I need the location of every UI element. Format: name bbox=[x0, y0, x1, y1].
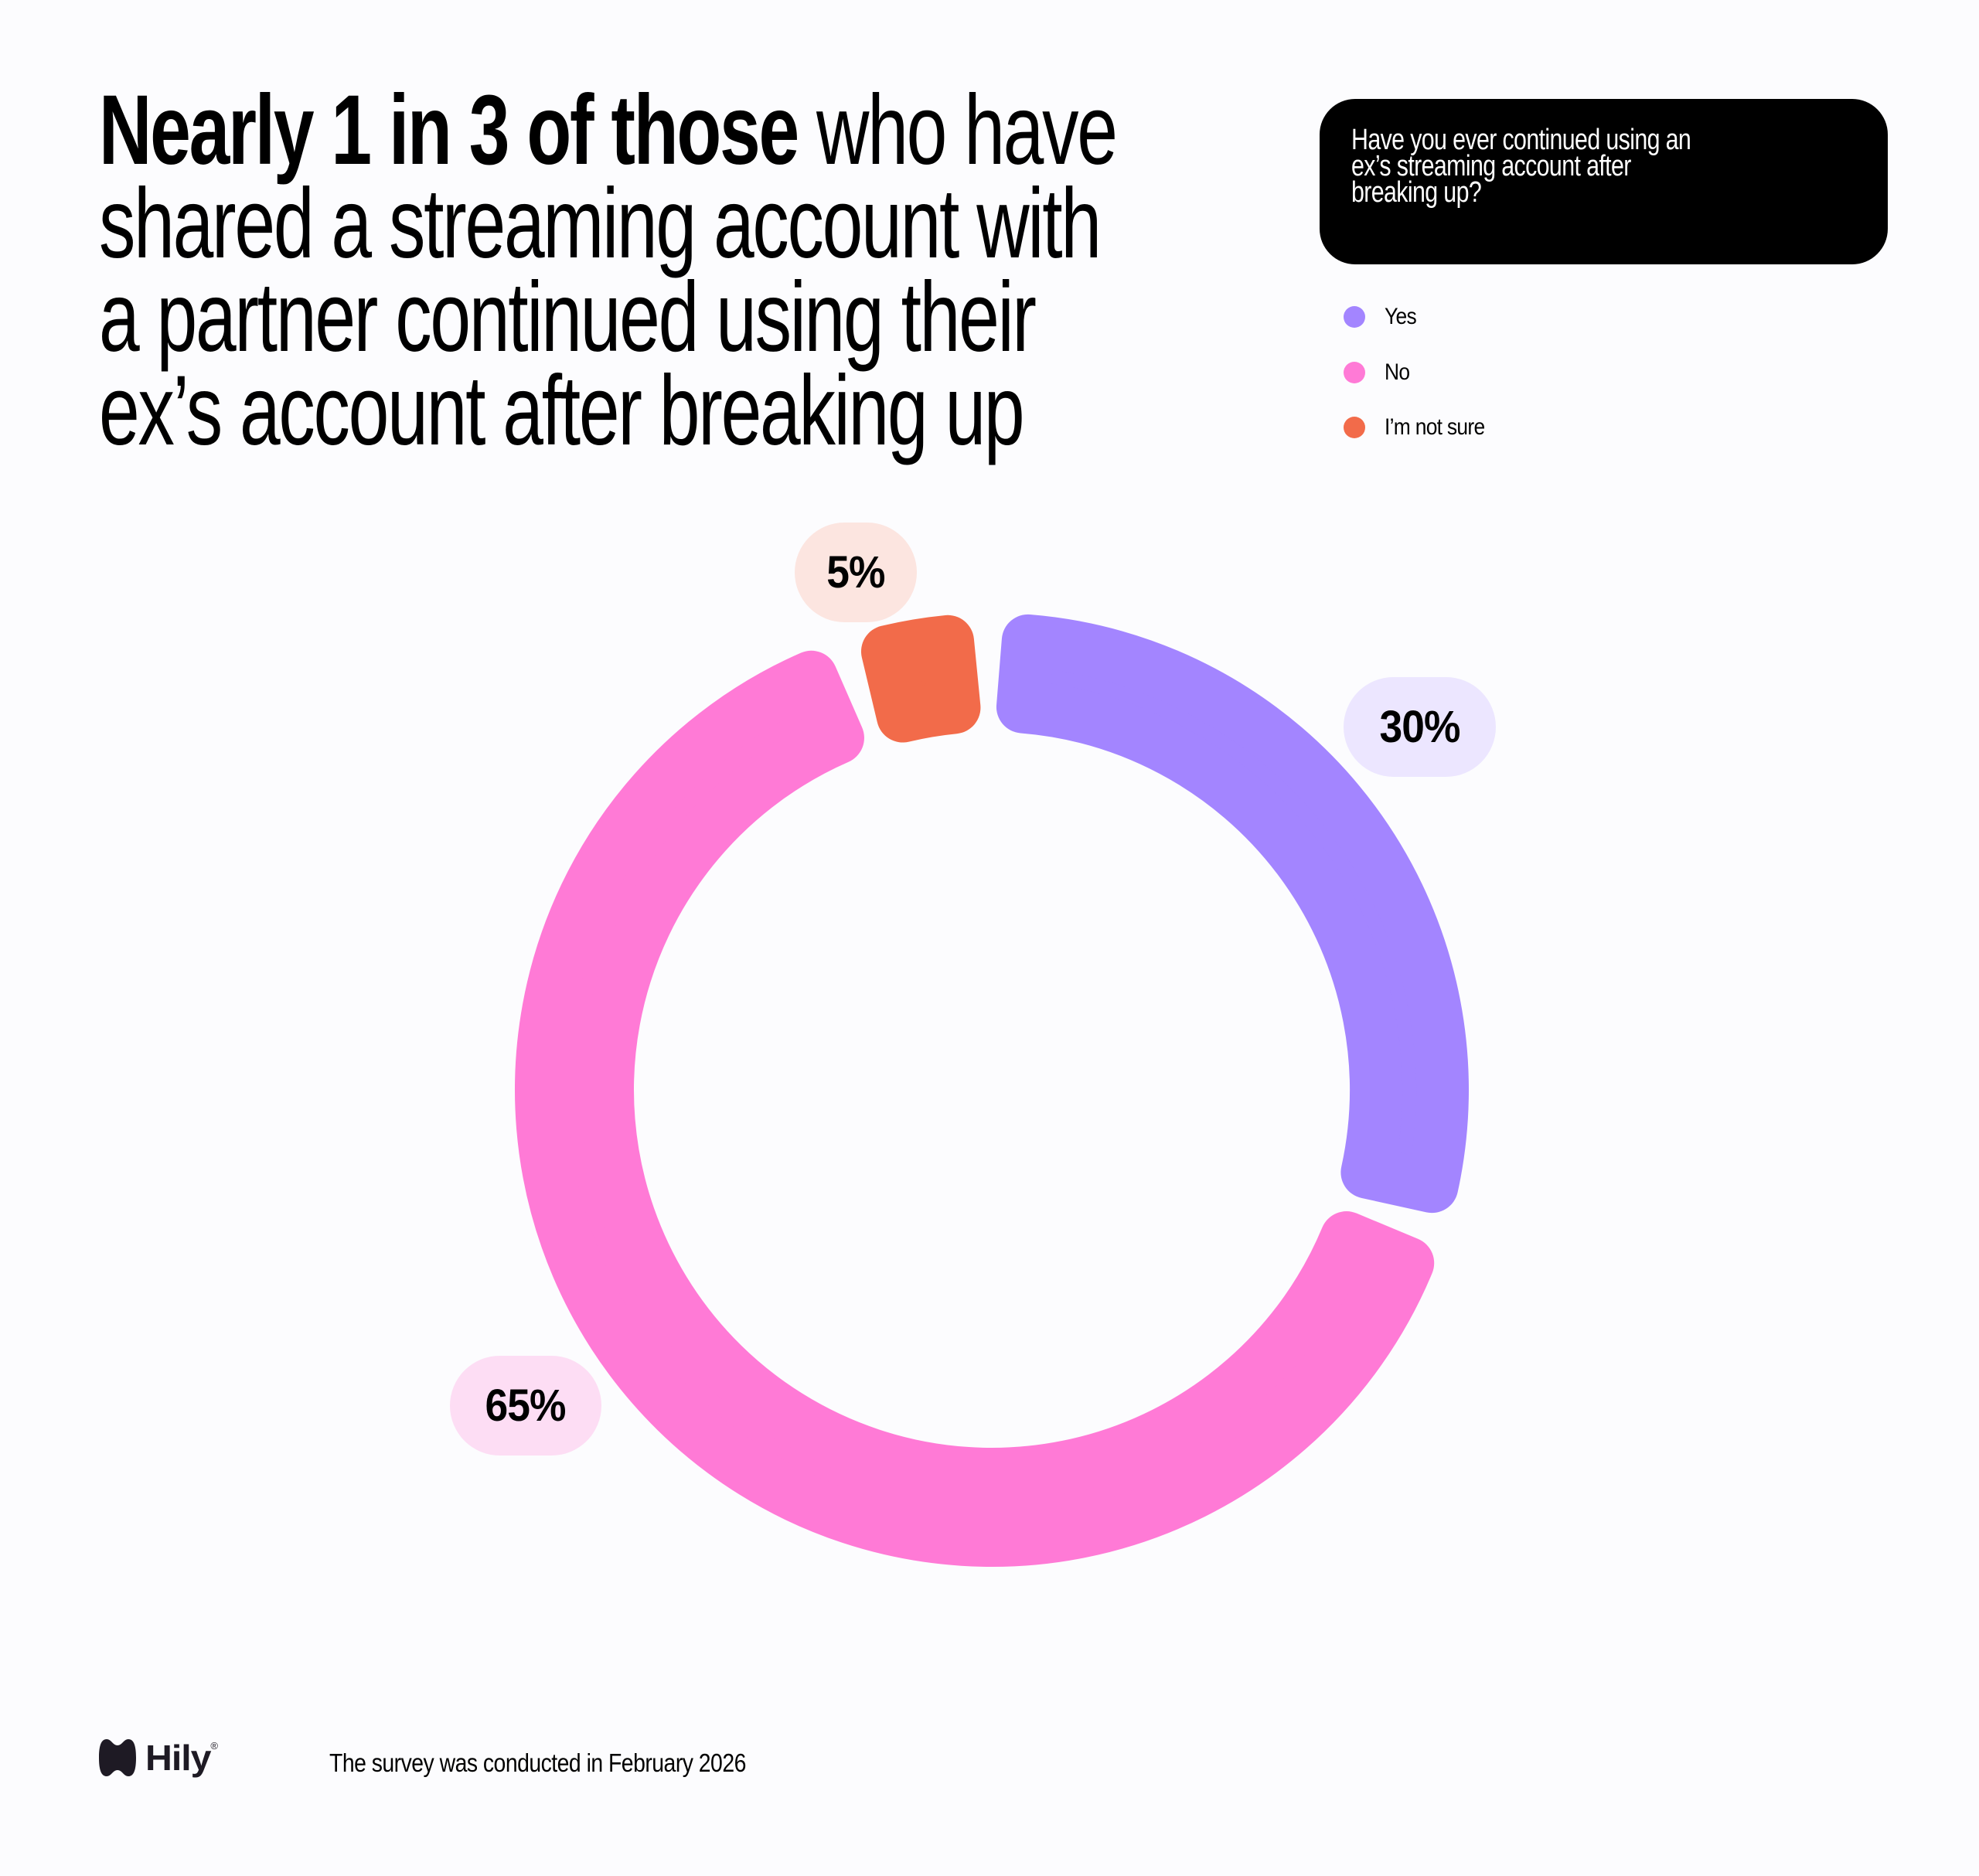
question-line-3: breaking up? bbox=[1351, 176, 1482, 209]
headline-line-3: a partner continued using their bbox=[99, 262, 1037, 373]
headline-line-1: Nearly 1 in 3 of those who have bbox=[99, 81, 1300, 180]
label-no-value: 65% bbox=[485, 1381, 567, 1431]
label-pill-yes: 30% bbox=[1344, 677, 1496, 777]
hily-wordmark: Hily bbox=[145, 1738, 211, 1778]
hily-logo: Hily ® bbox=[99, 1738, 218, 1778]
headline: Nearly 1 in 3 of those who have shared a… bbox=[99, 81, 1300, 466]
legend-dot-yes-icon bbox=[1344, 306, 1365, 328]
headline-line-4: ex’s account after breaking up bbox=[99, 356, 1025, 466]
donut-segment-no bbox=[515, 650, 1435, 1567]
donut-segment-not-sure bbox=[860, 615, 981, 743]
legend-dot-no-icon bbox=[1344, 362, 1365, 383]
headline-line-1-rest: who have bbox=[797, 75, 1118, 186]
registered-mark: ® bbox=[210, 1739, 218, 1752]
question-line-2: ex’s streaming account after bbox=[1351, 150, 1631, 182]
label-pill-not-sure: 5% bbox=[795, 523, 917, 622]
headline-line-2: shared a streaming account with bbox=[99, 169, 1102, 279]
question-text: Have you ever continued using an ex’s st… bbox=[1351, 124, 1883, 209]
question-line-1: Have you ever continued using an bbox=[1351, 124, 1691, 156]
question-box: Have you ever continued using an ex’s st… bbox=[1320, 99, 1888, 264]
legend-label-no: No bbox=[1385, 359, 1410, 385]
hily-logo-mark-icon bbox=[99, 1739, 136, 1776]
label-not-sure-value: 5% bbox=[826, 547, 885, 598]
label-pill-no: 65% bbox=[450, 1356, 601, 1456]
donut-segment-yes bbox=[996, 614, 1469, 1214]
headline-bold-part: Nearly 1 in 3 of those bbox=[99, 75, 799, 186]
legend-item-not-sure: I’m not sure bbox=[1344, 412, 1498, 443]
label-yes-value: 30% bbox=[1379, 702, 1460, 752]
legend-item-no: No bbox=[1344, 357, 1413, 388]
legend-item-yes: Yes bbox=[1344, 301, 1421, 332]
legend-dot-not-sure-icon bbox=[1344, 417, 1365, 438]
legend-label-not-sure: I’m not sure bbox=[1385, 414, 1485, 440]
survey-note: The survey was conducted in February 202… bbox=[329, 1748, 746, 1777]
legend-label-yes: Yes bbox=[1385, 304, 1417, 329]
